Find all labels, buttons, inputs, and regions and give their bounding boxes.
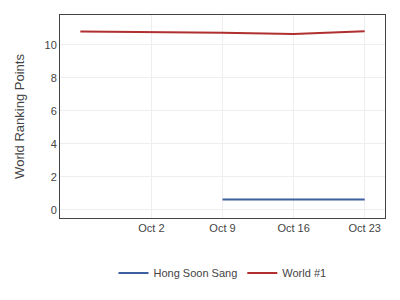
svg-text:Hong Soon Sang: Hong Soon Sang — [154, 267, 238, 279]
svg-text:Oct 2: Oct 2 — [138, 222, 164, 234]
svg-text:Oct 16: Oct 16 — [277, 222, 309, 234]
svg-text:Oct 9: Oct 9 — [209, 222, 235, 234]
svg-text:Oct 23: Oct 23 — [348, 222, 380, 234]
svg-text:World #1: World #1 — [282, 267, 326, 279]
svg-text:4: 4 — [51, 138, 57, 150]
svg-text:6: 6 — [51, 105, 57, 117]
svg-text:8: 8 — [51, 72, 57, 84]
svg-text:10: 10 — [45, 39, 57, 51]
svg-text:0: 0 — [51, 204, 57, 216]
svg-text:World Ranking Points: World Ranking Points — [12, 54, 27, 179]
svg-text:2: 2 — [51, 171, 57, 183]
